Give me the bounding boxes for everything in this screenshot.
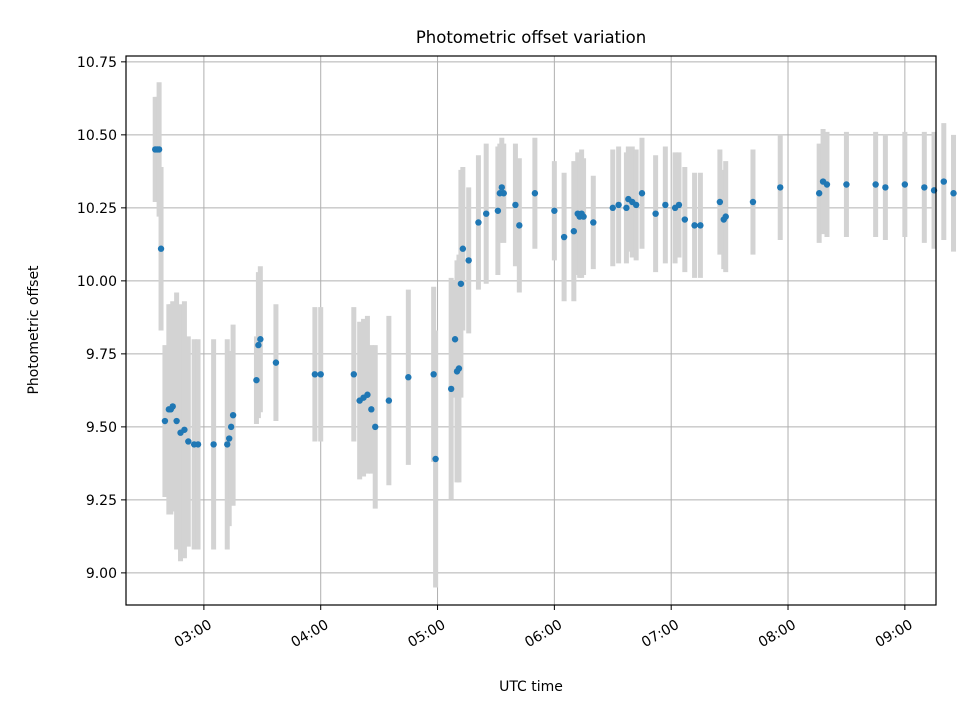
data-point — [551, 207, 558, 214]
data-point — [749, 198, 757, 206]
y-tick-label: 9.50 — [86, 420, 117, 436]
data-point — [224, 441, 231, 448]
data-point — [560, 233, 568, 241]
data-point — [430, 371, 437, 378]
data-point — [372, 423, 379, 431]
data-point — [823, 181, 831, 188]
y-tick-label: 9.75 — [86, 347, 117, 363]
data-point — [638, 190, 646, 197]
data-point — [194, 441, 202, 448]
data-point — [229, 411, 237, 419]
data-point — [516, 222, 523, 229]
data-point — [169, 403, 176, 410]
data-point — [882, 184, 889, 191]
data-point — [185, 438, 192, 445]
data-point — [531, 190, 539, 197]
data-point — [210, 441, 217, 448]
data-point — [722, 213, 729, 220]
data-point — [498, 184, 505, 191]
data-point — [843, 181, 850, 188]
data-points — [152, 146, 957, 463]
data-point — [777, 184, 784, 191]
data-point — [457, 280, 465, 287]
data-point — [364, 391, 371, 398]
data-point — [255, 341, 262, 349]
data-point — [447, 385, 455, 393]
data-point — [451, 336, 459, 343]
plot-frame — [125, 55, 937, 606]
data-point — [459, 245, 467, 252]
data-point — [681, 216, 689, 223]
data-point — [173, 417, 180, 425]
data-point — [632, 201, 640, 209]
data-point — [257, 336, 264, 343]
data-point — [483, 210, 490, 217]
data-point — [385, 397, 393, 404]
data-point — [155, 146, 163, 153]
data-point — [872, 181, 879, 188]
grid — [126, 56, 936, 605]
data-point — [368, 406, 375, 413]
data-point — [697, 222, 704, 229]
data-point — [623, 204, 630, 212]
data-point — [580, 213, 587, 220]
data-point — [350, 371, 358, 378]
data-point — [940, 178, 947, 185]
data-point — [652, 210, 659, 217]
data-point — [901, 181, 909, 188]
data-point — [675, 201, 683, 209]
data-point — [225, 435, 233, 442]
chart-title: Photometric offset variation — [416, 28, 646, 47]
data-point — [272, 359, 280, 366]
y-tick-label: 9.25 — [86, 493, 117, 509]
data-point — [921, 184, 928, 191]
y-tick-label: 9.00 — [86, 566, 117, 582]
y-axis-label: Photometric offset — [26, 265, 42, 395]
data-point — [311, 371, 319, 378]
data-point — [691, 222, 698, 229]
y-tick-label: 10.25 — [77, 201, 117, 217]
data-point — [161, 417, 169, 425]
y-tick-label: 10.50 — [77, 128, 117, 144]
data-point — [227, 423, 235, 431]
y-tick-label: 10.00 — [77, 274, 117, 290]
data-point — [157, 245, 165, 252]
data-point — [181, 426, 188, 433]
data-point — [465, 257, 472, 264]
data-point — [815, 190, 823, 197]
data-point — [570, 228, 578, 235]
y-tick-label: 10.75 — [77, 55, 117, 71]
data-point — [609, 204, 616, 212]
y-axis: 9.00 9.25 9.50 9.75 10.00 10.25 10.50 10.75 — [77, 55, 126, 582]
data-point — [317, 371, 324, 378]
data-point — [253, 376, 260, 384]
data-point — [405, 374, 412, 381]
data-point — [512, 201, 519, 209]
data-point — [455, 365, 463, 372]
data-point — [950, 190, 957, 197]
data-point — [615, 201, 622, 209]
data-point — [432, 455, 439, 463]
data-point — [662, 201, 669, 209]
data-point — [590, 219, 597, 226]
x-axis-label: UTC time — [499, 679, 563, 695]
data-point — [716, 198, 724, 206]
data-point — [500, 190, 507, 197]
data-point — [475, 219, 482, 226]
plot-area — [126, 56, 936, 605]
data-point — [494, 207, 502, 214]
